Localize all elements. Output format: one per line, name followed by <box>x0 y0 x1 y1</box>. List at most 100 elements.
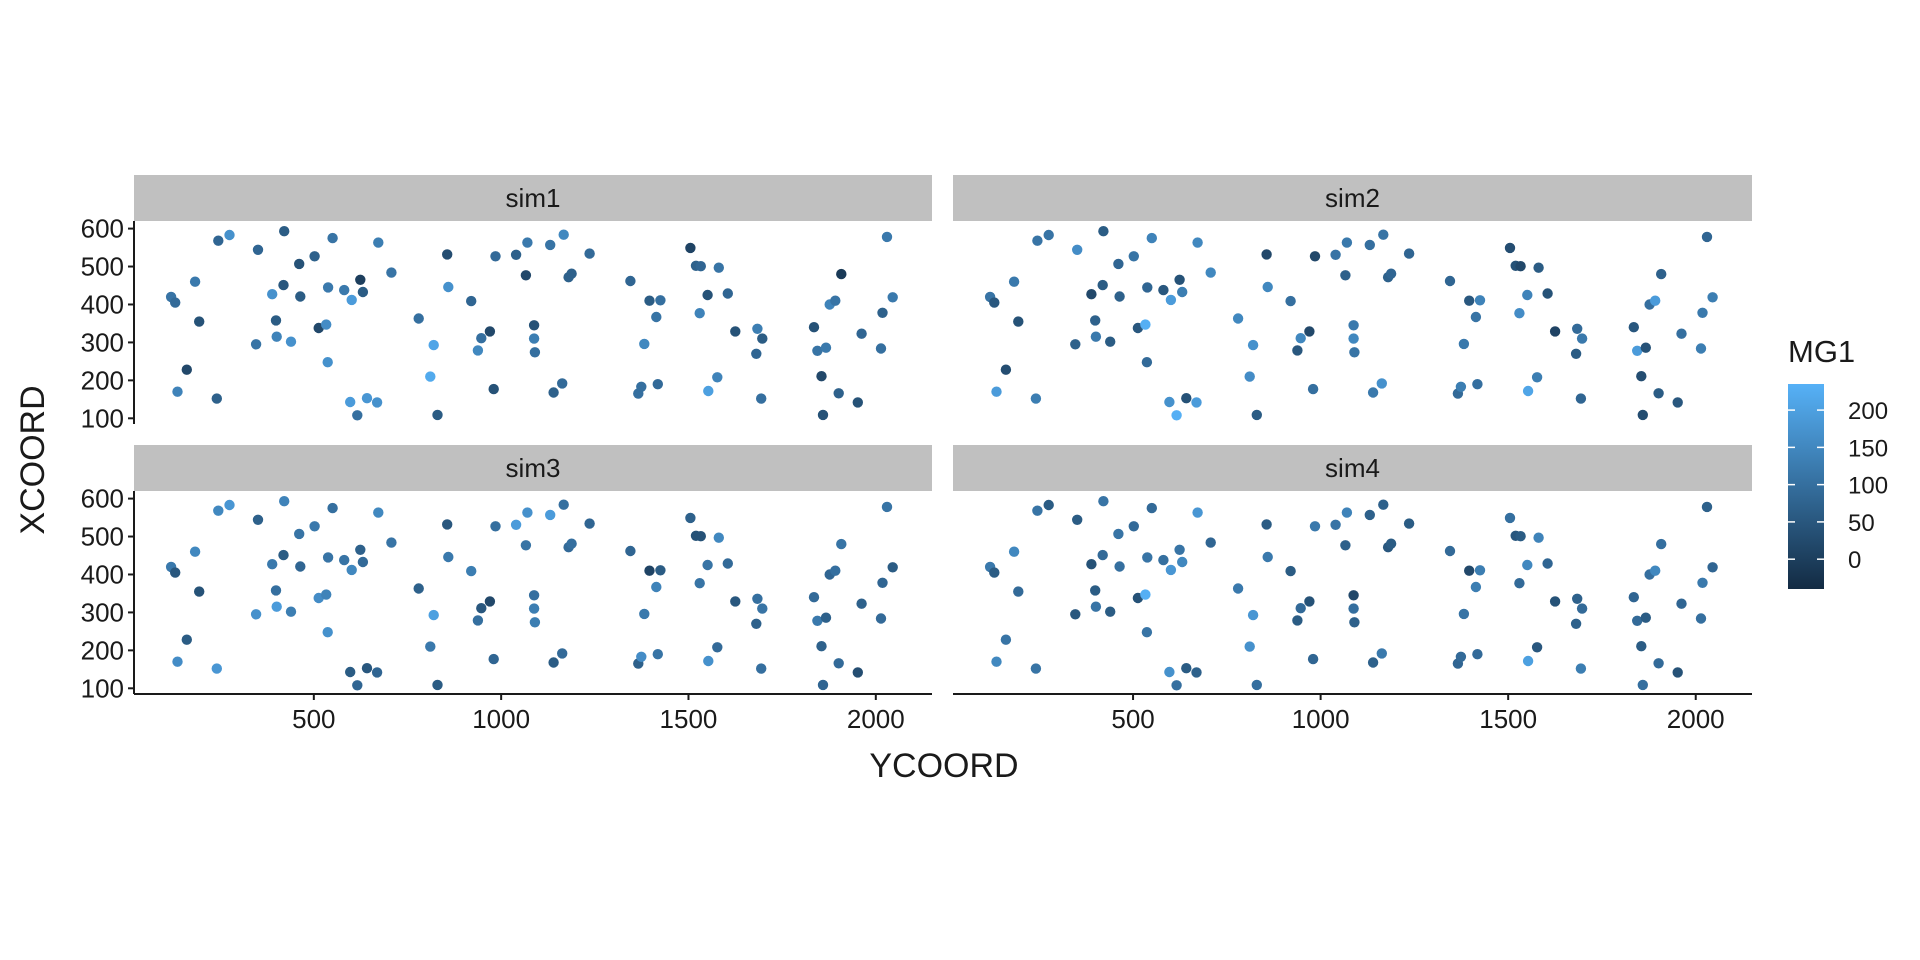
x-tick-label: 2000 <box>1667 704 1725 734</box>
data-point <box>1013 586 1024 597</box>
data-point <box>852 397 863 408</box>
data-point <box>1403 518 1415 529</box>
data-point <box>472 615 484 626</box>
data-point <box>566 538 577 549</box>
x-tick-label: 500 <box>292 704 335 734</box>
panels: sim1 sim2 sim3 sim4 <box>134 175 1752 691</box>
y-tick-label: 300 <box>81 597 124 627</box>
data-point <box>345 666 356 678</box>
y-tick-label: 500 <box>81 252 124 282</box>
y-tick-label: 500 <box>81 522 124 552</box>
data-point <box>267 289 278 300</box>
data-point <box>295 291 306 302</box>
x-tick-label: 1500 <box>1479 704 1537 734</box>
y-tick-label: 100 <box>81 403 124 433</box>
data-point <box>1515 261 1526 272</box>
points-sim2 <box>984 226 1718 421</box>
data-point <box>1114 291 1125 302</box>
data-point <box>548 387 559 398</box>
data-point <box>1000 634 1012 645</box>
data-point <box>1309 521 1321 532</box>
data-point <box>345 396 356 408</box>
data-point <box>371 667 383 678</box>
data-point <box>1522 655 1534 667</box>
data-point <box>466 295 477 307</box>
data-point <box>1105 336 1116 347</box>
data-point <box>1114 561 1125 572</box>
points-sim3 <box>165 496 898 691</box>
legend: MG1 0 50 100 150 200 <box>1788 334 1888 589</box>
x-tick-label: 1500 <box>660 704 718 734</box>
data-point <box>443 551 454 563</box>
data-point <box>1531 642 1543 653</box>
data-point <box>213 235 224 246</box>
data-point <box>817 409 829 421</box>
data-point <box>510 249 522 260</box>
data-point <box>528 590 540 601</box>
data-point <box>1676 598 1687 609</box>
data-point <box>644 565 655 576</box>
data-point <box>1472 649 1483 660</box>
data-point <box>211 393 222 404</box>
panel-sim4: sim4 <box>953 445 1752 691</box>
data-point <box>881 501 893 513</box>
data-point <box>1570 348 1582 359</box>
data-point <box>644 295 655 306</box>
panel-sim3: sim3 <box>134 445 932 691</box>
data-point <box>1013 316 1024 327</box>
data-point <box>520 270 532 281</box>
data-point <box>522 237 533 248</box>
data-point <box>1378 229 1389 240</box>
data-point <box>172 656 183 667</box>
data-point <box>285 606 297 617</box>
data-point <box>695 261 706 272</box>
data-point <box>558 499 569 510</box>
legend-colorbar <box>1788 384 1824 589</box>
data-point <box>1261 249 1272 260</box>
data-point <box>1570 618 1582 629</box>
data-point <box>170 567 181 578</box>
data-point <box>224 229 235 241</box>
data-point <box>1531 372 1543 383</box>
data-point <box>751 348 762 359</box>
data-point <box>1032 235 1043 246</box>
data-point <box>1158 284 1169 296</box>
data-point <box>1174 274 1185 285</box>
data-point <box>1097 279 1108 291</box>
data-point <box>361 663 373 674</box>
data-point <box>1192 507 1203 518</box>
data-point <box>584 518 595 529</box>
data-point <box>1146 232 1158 244</box>
data-point <box>211 663 222 674</box>
data-point <box>295 561 306 572</box>
y-axes: 100 200 300 400 500 600 100 200 300 400 500 600 <box>81 214 135 703</box>
data-point <box>557 378 568 389</box>
data-point <box>1165 564 1177 576</box>
legend-tick-label: 150 <box>1848 435 1888 462</box>
legend-ticks: 0 50 100 150 200 <box>1788 398 1888 574</box>
data-point <box>1292 615 1303 626</box>
data-point <box>294 528 305 540</box>
data-point <box>1549 326 1561 337</box>
data-point <box>991 386 1002 397</box>
data-point <box>1367 657 1379 668</box>
data-point <box>1542 288 1553 299</box>
data-point <box>1376 648 1388 659</box>
data-point <box>1376 378 1388 389</box>
data-point <box>267 559 278 570</box>
y-tick-label: 200 <box>81 365 124 395</box>
data-point <box>1504 512 1516 524</box>
data-point <box>1000 364 1012 375</box>
data-point <box>1707 292 1718 303</box>
data-point <box>1636 371 1647 382</box>
data-point <box>1032 505 1043 516</box>
data-point <box>808 322 820 333</box>
data-point <box>713 532 724 543</box>
data-point <box>712 372 723 383</box>
data-point <box>1008 546 1020 557</box>
data-point <box>1330 519 1341 530</box>
data-point <box>1285 295 1296 307</box>
data-point <box>355 544 366 555</box>
data-point <box>1232 583 1244 594</box>
data-point <box>327 232 338 244</box>
